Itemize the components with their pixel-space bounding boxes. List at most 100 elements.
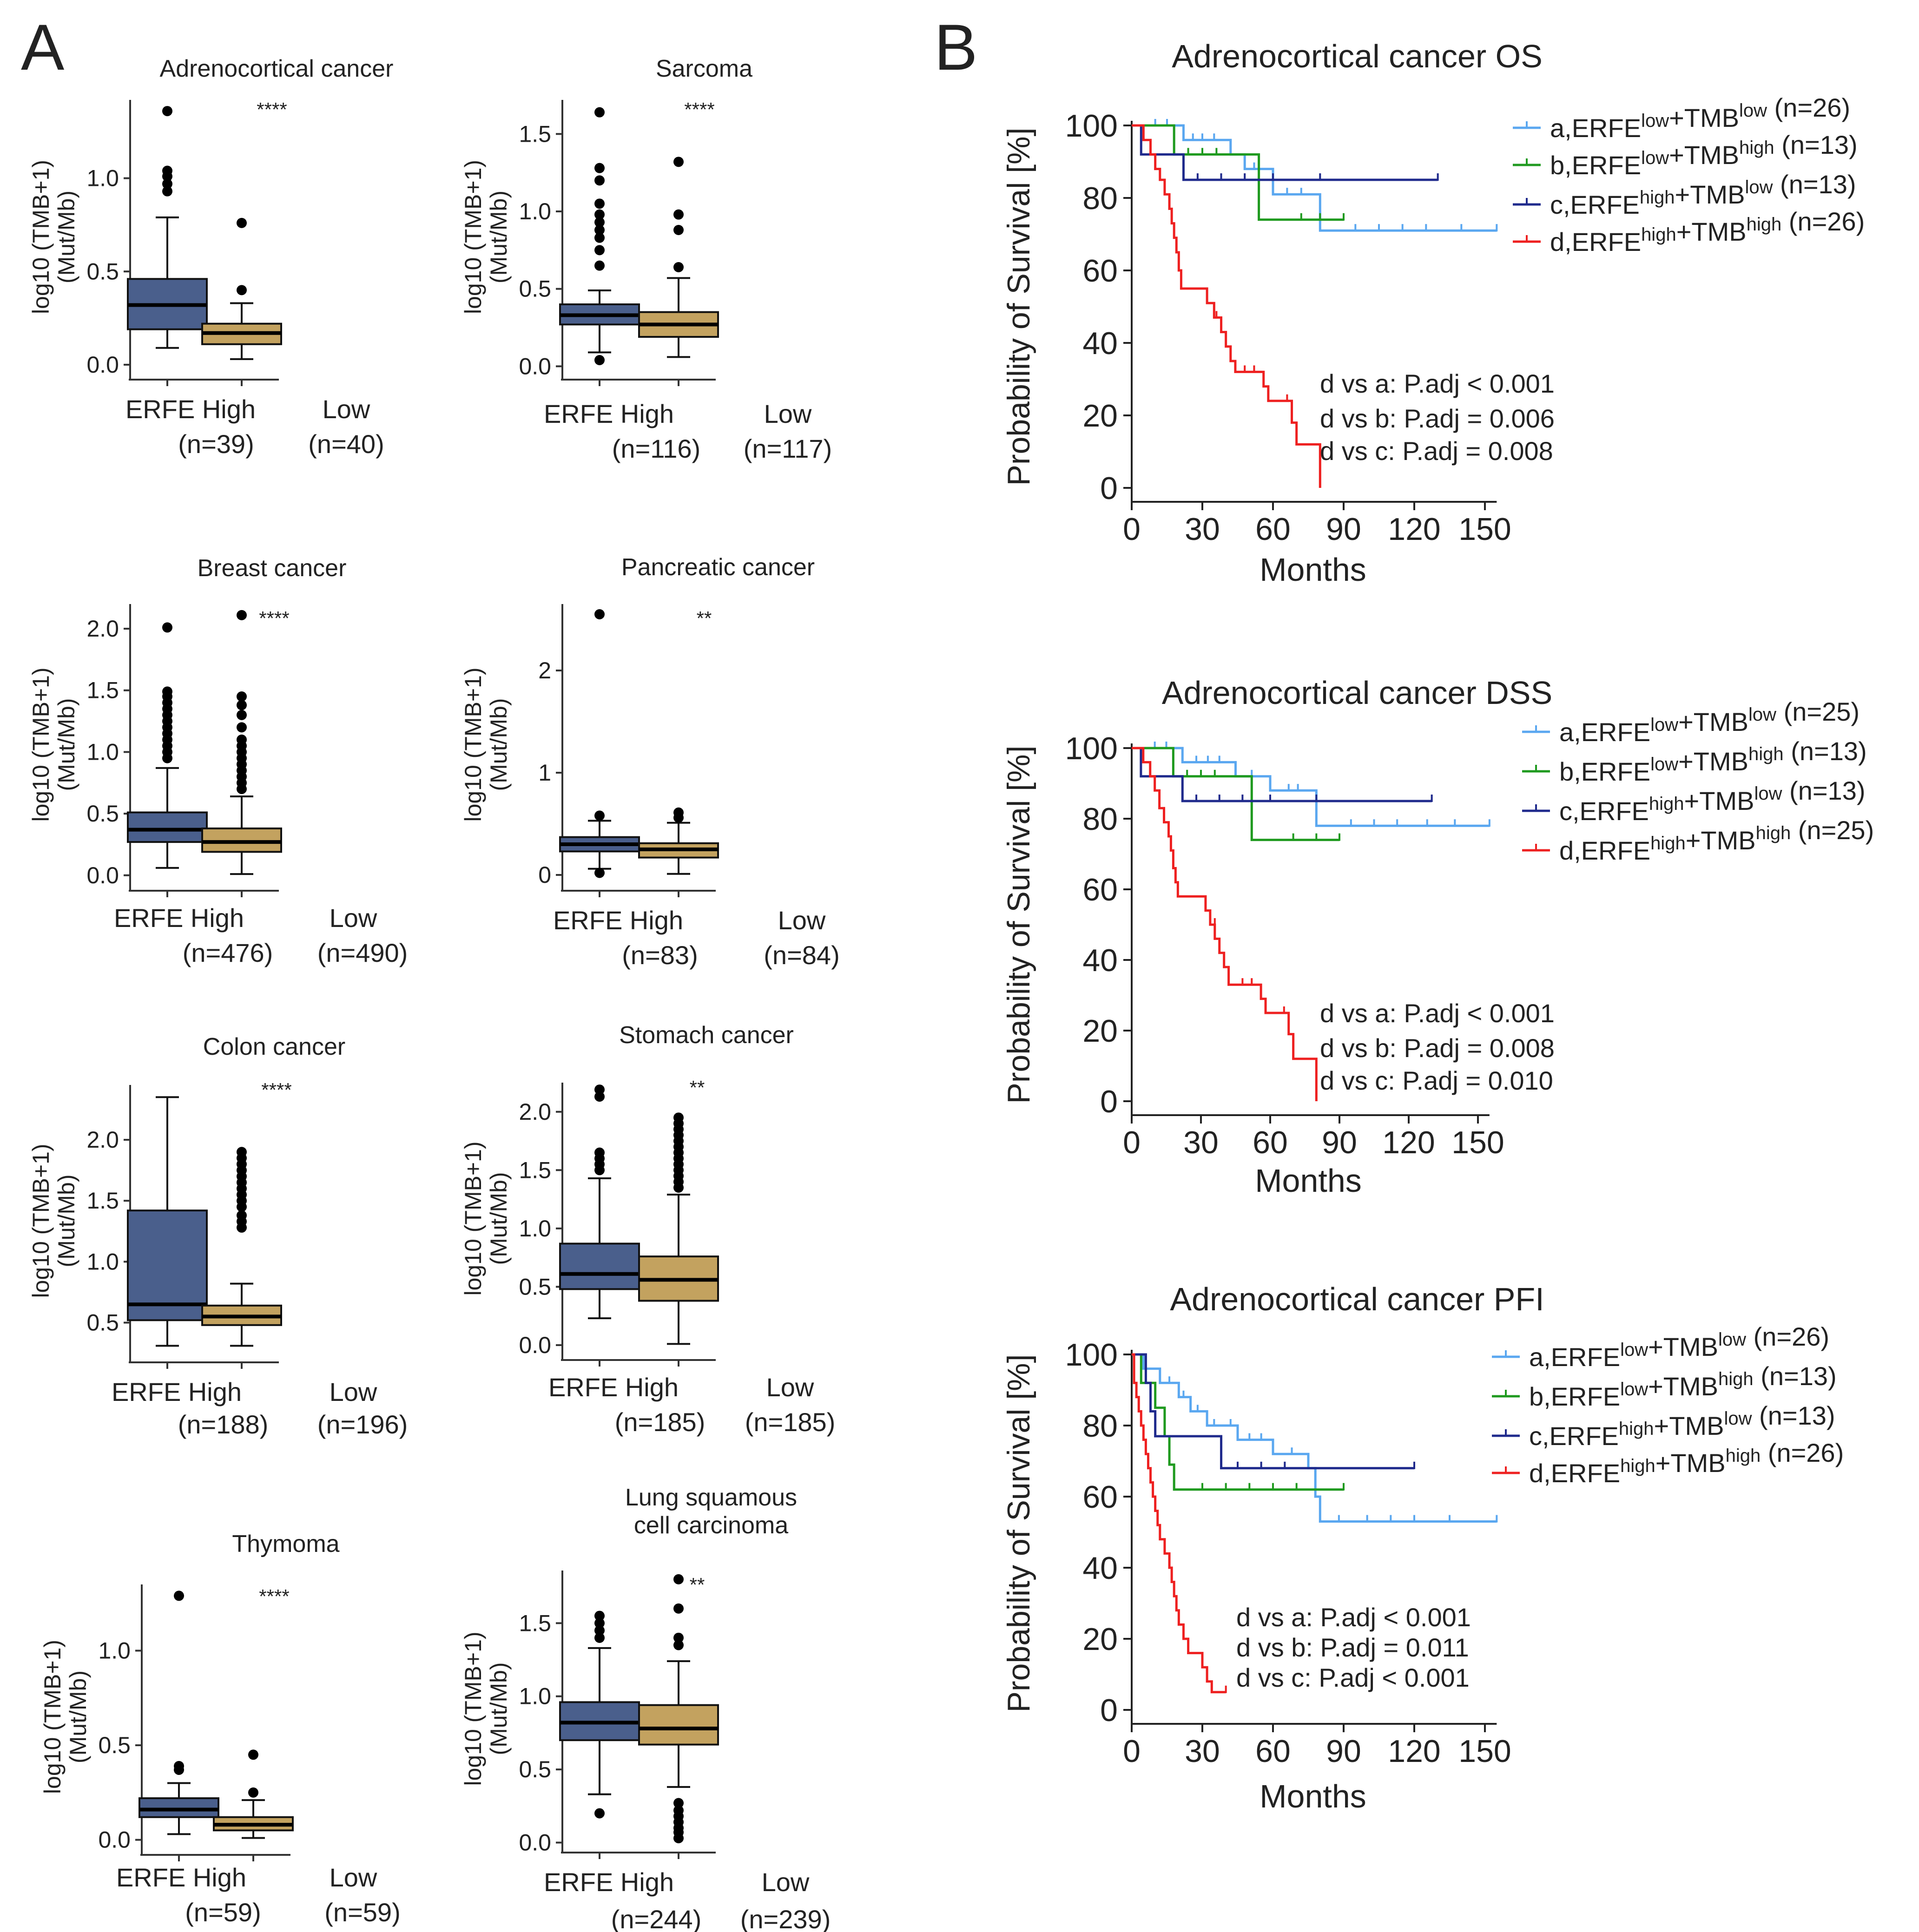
y-tick-label: 100	[1065, 731, 1118, 766]
outlier-point	[673, 225, 684, 235]
significance-marker: ****	[261, 1079, 291, 1101]
legend-text: +TMB	[1655, 1448, 1726, 1478]
x-tick-label: 120	[1382, 1125, 1435, 1160]
legend-text: c,ERFE	[1529, 1421, 1619, 1451]
chart-title: Adrenocortical cancer DSS	[1162, 675, 1552, 711]
y-axis-label: log10 (TMB+1) (Mut/Mb)	[460, 667, 512, 821]
chart-title: Pancreatic cancer	[621, 554, 815, 581]
legend-entry: d,ERFEhigh+TMBhigh (n=26)	[1529, 1438, 1844, 1488]
legend-text: (n=26)	[1781, 207, 1865, 236]
p-value-annotation: d vs a: P.adj < 0.001	[1320, 369, 1555, 398]
legend-text: a,ERFE	[1529, 1342, 1620, 1372]
y-axis-label: Probability of Survival [%]	[1001, 746, 1036, 1104]
outlier-point	[237, 734, 247, 745]
outlier-point	[673, 1640, 684, 1650]
group-count: (n=185)	[615, 1407, 706, 1437]
legend-text: c,ERFE	[1559, 796, 1649, 826]
km-series-a	[1132, 119, 1498, 232]
group-count: (n=185)	[745, 1407, 836, 1437]
y-tick-label: 20	[1082, 1622, 1118, 1657]
y-tick-label: 0	[1100, 1084, 1118, 1119]
significance-marker: ****	[259, 1585, 289, 1607]
group-label: ERFE High	[112, 1377, 242, 1406]
outlier-point	[594, 1632, 605, 1643]
outlier-point	[162, 178, 172, 189]
y-tick-label: 80	[1082, 802, 1118, 837]
outlier-point	[673, 807, 684, 818]
p-value-annotation: d vs c: P.adj < 0.001	[1236, 1663, 1470, 1692]
significance-marker: **	[697, 607, 712, 629]
outlier-point	[174, 1761, 184, 1771]
box-erfe-high	[127, 622, 208, 869]
y-tick-label: 2.0	[86, 616, 119, 642]
y-tick-label: 0.5	[519, 1274, 551, 1300]
outlier-point	[237, 610, 247, 620]
y-tick-label: 0.5	[86, 258, 119, 284]
y-axis-label-line: (Mut/Mb)	[53, 191, 79, 283]
y-axis-label: log10 (TMB+1) (Mut/Mb)	[460, 160, 512, 314]
outlier-point	[594, 1147, 605, 1158]
legend-text: (n=13)	[1784, 736, 1867, 766]
legend-superscript: low	[1620, 1340, 1648, 1360]
y-tick-label: 1.5	[519, 1157, 551, 1183]
y-tick-label: 100	[1065, 108, 1118, 144]
legend-superscript: high	[1641, 224, 1676, 245]
outlier-point	[673, 1574, 684, 1584]
chart-title: cell carcinoma	[634, 1512, 788, 1539]
x-tick-label: 150	[1458, 512, 1511, 547]
legend-text: (n=13)	[1752, 1401, 1835, 1430]
box-erfe-low	[201, 217, 282, 360]
km-curve	[1132, 124, 1344, 221]
group-label: ERFE High	[116, 1863, 246, 1892]
group-label: Low	[323, 394, 370, 424]
group-label: Low	[766, 1373, 814, 1402]
legend-entry: a,ERFElow+TMBlow (n=26)	[1550, 93, 1850, 143]
outlier-point	[594, 810, 605, 821]
km-curve	[1132, 747, 1490, 827]
legend-text: +TMB	[1648, 1372, 1718, 1401]
chart-title: Adrenocortical cancer OS	[1172, 38, 1543, 74]
outlier-point	[237, 217, 247, 228]
legend-text: +TMB	[1676, 217, 1747, 246]
outlier-point	[248, 1787, 258, 1798]
y-tick-label: 20	[1082, 1013, 1118, 1049]
y-tick-label: 40	[1082, 943, 1118, 978]
legend-superscript: low	[1724, 1408, 1752, 1429]
km-series-b	[1132, 124, 1345, 221]
legend-entry: d,ERFEhigh+TMBhigh (n=26)	[1550, 207, 1865, 256]
km-series-c	[1132, 747, 1433, 802]
legend-entry: b,ERFElow+TMBhigh (n=13)	[1559, 736, 1867, 786]
legend-superscript: low	[1641, 148, 1669, 168]
box-erfe-low	[638, 1112, 719, 1345]
km-series-c	[1132, 124, 1439, 181]
legend-superscript: high	[1739, 138, 1774, 158]
x-tick-label: 60	[1253, 1125, 1288, 1160]
km-series-d	[1132, 1353, 1227, 1694]
boxplot-panel: 0.0 0.5 1.0 1.5 2.0 Stomach cancer log10 (TMB+…	[460, 1022, 835, 1437]
km-panel: 0 20 40 60 80 100 0 30 60 90 120 150 Adrenocortical …	[1001, 38, 1865, 588]
boxplot-panel: 0 1 2 Pancreatic cancer log10 (TMB+1) (Mut/Mb…	[460, 554, 840, 970]
group-count: (n=116)	[612, 434, 700, 463]
km-series-a	[1132, 742, 1490, 827]
legend-text: (n=26)	[1746, 1322, 1829, 1351]
group-label: ERFE High	[125, 394, 256, 424]
legend-superscript: low	[1650, 754, 1678, 775]
legend-entry: c,ERFEhigh+TMBlow (n=13)	[1529, 1401, 1835, 1451]
box-erfe-low	[201, 610, 282, 875]
significance-marker: ****	[259, 607, 289, 629]
legend-text: b,ERFE	[1550, 151, 1641, 180]
outlier-point	[594, 198, 605, 209]
y-tick-label: 1.0	[86, 165, 119, 191]
legend-text: +TMB	[1686, 826, 1756, 855]
outlier-point	[162, 686, 172, 697]
legend-text: +TMB	[1675, 180, 1745, 209]
x-tick-label: 90	[1322, 1125, 1357, 1160]
outlier-point	[162, 622, 172, 633]
y-axis-label-line: (Mut/Mb)	[53, 1175, 79, 1268]
y-axis-label: log10 (TMB+1) (Mut/Mb)	[28, 1143, 79, 1298]
group-count: (n=239)	[740, 1905, 831, 1932]
km-curve	[1132, 124, 1438, 181]
x-axis-label: Months	[1255, 1163, 1362, 1199]
y-tick-label: 0.0	[519, 353, 551, 379]
outlier-point	[594, 232, 605, 243]
